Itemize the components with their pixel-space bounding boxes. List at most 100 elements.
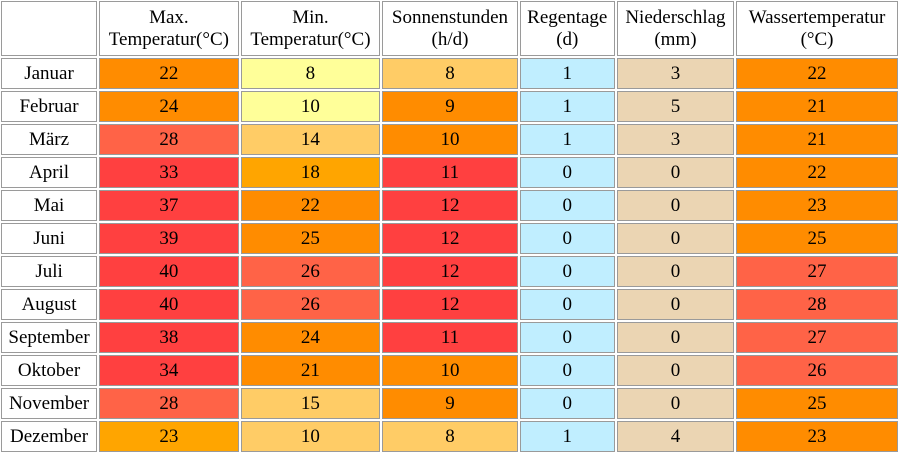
cell-precipitation: 0 (616, 355, 735, 386)
cell-sunshine: 12 (382, 289, 518, 320)
cell-water-temp: 21 (736, 91, 898, 122)
cell-sunshine: 12 (382, 256, 518, 287)
month-label: Januar (1, 58, 98, 89)
cell-sunshine: 12 (382, 190, 518, 221)
table-row: März 28 14 10 1 3 21 (1, 124, 898, 155)
month-label: November (1, 388, 98, 419)
cell-min-temp: 18 (240, 157, 381, 188)
table-row: Februar 24 10 9 1 5 21 (1, 91, 898, 122)
month-label: Juli (1, 256, 98, 287)
cell-sunshine: 9 (382, 388, 518, 419)
cell-max-temp: 38 (99, 322, 239, 353)
climate-body: Januar 22 8 8 1 3 22 Februar 24 10 9 1 5 21 März 28 14 10… (1, 58, 898, 452)
cell-max-temp: 24 (99, 91, 239, 122)
cell-max-temp: 28 (99, 388, 239, 419)
cell-precipitation: 0 (616, 190, 735, 221)
cell-rain-days: 0 (519, 355, 615, 386)
month-label: September (1, 322, 98, 353)
cell-min-temp: 26 (240, 256, 381, 287)
cell-min-temp: 10 (240, 91, 381, 122)
cell-rain-days: 1 (519, 91, 615, 122)
cell-max-temp: 37 (99, 190, 239, 221)
cell-water-temp: 22 (736, 157, 898, 188)
cell-rain-days: 0 (519, 289, 615, 320)
header-line: Temperatur(°C) (108, 28, 229, 50)
header-line: (°C) (800, 28, 834, 50)
cell-min-temp: 26 (240, 289, 381, 320)
cell-water-temp: 21 (736, 124, 898, 155)
cell-max-temp: 39 (99, 223, 239, 254)
header-line: Sonnenstunden (391, 6, 509, 28)
cell-min-temp: 21 (240, 355, 381, 386)
header-min-temp: Min. Temperatur(°C) (240, 1, 381, 56)
cell-min-temp: 10 (240, 421, 381, 452)
cell-water-temp: 23 (736, 190, 898, 221)
cell-precipitation: 5 (616, 91, 735, 122)
cell-max-temp: 23 (99, 421, 239, 452)
cell-water-temp: 27 (736, 322, 898, 353)
cell-precipitation: 4 (616, 421, 735, 452)
header-max-temp: Max. Temperatur(°C) (99, 1, 239, 56)
cell-max-temp: 40 (99, 289, 239, 320)
cell-rain-days: 1 (519, 421, 615, 452)
table-row: September 38 24 11 0 0 27 (1, 322, 898, 353)
cell-max-temp: 33 (99, 157, 239, 188)
table-row: August 40 26 12 0 0 28 (1, 289, 898, 320)
header-line: Min. (292, 6, 329, 28)
header-precipitation: Niederschlag (mm) (616, 1, 735, 56)
cell-sunshine: 9 (382, 91, 518, 122)
cell-max-temp: 34 (99, 355, 239, 386)
cell-min-temp: 14 (240, 124, 381, 155)
cell-sunshine: 8 (382, 421, 518, 452)
month-label: März (1, 124, 98, 155)
cell-water-temp: 26 (736, 355, 898, 386)
month-label: Dezember (1, 421, 98, 452)
cell-min-temp: 22 (240, 190, 381, 221)
table-row: Juli 40 26 12 0 0 27 (1, 256, 898, 287)
cell-sunshine: 12 (382, 223, 518, 254)
cell-water-temp: 28 (736, 289, 898, 320)
cell-precipitation: 0 (616, 322, 735, 353)
cell-rain-days: 0 (519, 223, 615, 254)
cell-precipitation: 3 (616, 124, 735, 155)
month-label: Mai (1, 190, 98, 221)
cell-rain-days: 0 (519, 256, 615, 287)
header-line: Wassertemperatur (748, 6, 886, 28)
header-water-temp: Wassertemperatur (°C) (736, 1, 898, 56)
month-label: August (1, 289, 98, 320)
cell-rain-days: 0 (519, 322, 615, 353)
cell-water-temp: 23 (736, 421, 898, 452)
cell-rain-days: 1 (519, 58, 615, 89)
cell-max-temp: 28 (99, 124, 239, 155)
cell-water-temp: 22 (736, 58, 898, 89)
header-row: Max. Temperatur(°C) Min. Temperatur(°C) So… (1, 1, 898, 56)
month-label: Oktober (1, 355, 98, 386)
cell-sunshine: 10 (382, 124, 518, 155)
cell-sunshine: 11 (382, 157, 518, 188)
cell-min-temp: 15 (240, 388, 381, 419)
header-line: (mm) (654, 28, 697, 50)
corner-cell (1, 1, 98, 56)
table-row: April 33 18 11 0 0 22 (1, 157, 898, 188)
table-row: Dezember 23 10 8 1 4 23 (1, 421, 898, 452)
cell-max-temp: 40 (99, 256, 239, 287)
cell-precipitation: 0 (616, 223, 735, 254)
cell-water-temp: 25 (736, 223, 898, 254)
cell-precipitation: 0 (616, 256, 735, 287)
cell-min-temp: 24 (240, 322, 381, 353)
header-line: Temperatur(°C) (250, 28, 371, 50)
cell-min-temp: 25 (240, 223, 381, 254)
header-rain-days: Regentage (d) (519, 1, 615, 56)
cell-max-temp: 22 (99, 58, 239, 89)
cell-sunshine: 11 (382, 322, 518, 353)
table-row: Oktober 34 21 10 0 0 26 (1, 355, 898, 386)
cell-precipitation: 0 (616, 157, 735, 188)
header-line: Regentage (527, 6, 608, 28)
cell-rain-days: 0 (519, 388, 615, 419)
header-line: (h/d) (431, 28, 469, 50)
header-line: (d) (556, 28, 579, 50)
cell-rain-days: 0 (519, 157, 615, 188)
month-label: Juni (1, 223, 98, 254)
header-line: Max. (149, 6, 189, 28)
